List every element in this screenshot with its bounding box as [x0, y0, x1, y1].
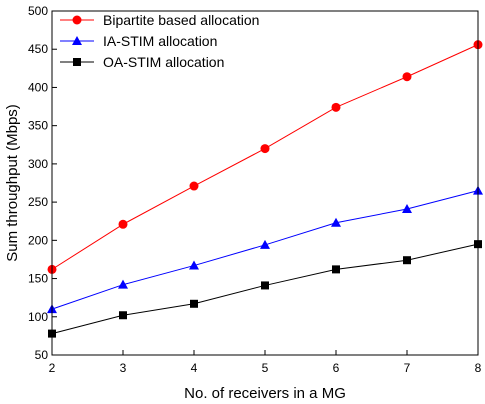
y-tick-label: 100 — [28, 310, 48, 324]
y-tick-label: 350 — [28, 119, 48, 133]
series-2 — [47, 185, 483, 314]
x-tick-label: 4 — [191, 361, 198, 375]
y-tick-label: 200 — [28, 233, 48, 247]
data-point — [332, 265, 340, 274]
plot-frame — [51, 10, 479, 356]
y-axis-title: Sum throughput (Mbps) — [4, 104, 21, 262]
series-layer — [47, 40, 483, 338]
legend-marker — [73, 58, 81, 66]
x-tick-label: 5 — [262, 361, 269, 375]
data-point — [261, 281, 269, 290]
data-point — [260, 144, 270, 154]
data-point — [190, 299, 198, 308]
y-tick-label: 250 — [28, 195, 48, 209]
x-axis-title: No. of receivers in a MG — [184, 385, 346, 402]
data-point — [402, 203, 412, 213]
legend: Bipartite based allocation IA-STIM alloca… — [60, 12, 259, 70]
data-point — [331, 217, 341, 227]
series-line — [51, 44, 479, 270]
data-point — [118, 279, 128, 289]
x-tick-label: 8 — [475, 361, 482, 375]
legend-label: IA-STIM allocation — [103, 33, 217, 49]
x-tick-label: 7 — [404, 361, 411, 375]
data-point — [260, 239, 270, 249]
x-tick-label: 3 — [120, 361, 127, 375]
data-point — [402, 72, 412, 82]
legend-label: Bipartite based allocation — [103, 12, 259, 28]
legend-marker — [72, 15, 82, 25]
legend-marker — [72, 36, 82, 45]
y-tick-label: 400 — [28, 80, 48, 94]
series-1 — [47, 40, 483, 274]
series-line — [51, 190, 479, 310]
data-point — [331, 102, 341, 112]
y-tick-label: 150 — [28, 272, 48, 286]
legend-label: OA-STIM allocation — [103, 54, 224, 70]
y-tick-label: 300 — [28, 157, 48, 171]
y-tick-label: 50 — [35, 348, 49, 362]
x-tick-label: 6 — [333, 361, 340, 375]
series-3 — [48, 240, 482, 338]
y-tick-label: 450 — [28, 42, 48, 56]
data-point — [189, 181, 199, 191]
legend-entry: IA-STIM allocation — [60, 33, 217, 49]
axis-ticks: 2 3 4 5 6 7 8 50 100 150 200 250 300 350 400 450 500 — [28, 4, 482, 375]
x-tick-label: 2 — [49, 361, 56, 375]
data-point — [119, 311, 127, 320]
data-point — [403, 256, 411, 265]
data-point — [189, 260, 199, 270]
y-tick-label: 500 — [28, 4, 48, 18]
data-point — [118, 219, 128, 229]
legend-entry: Bipartite based allocation — [60, 12, 259, 28]
legend-entry: OA-STIM allocation — [60, 54, 224, 70]
